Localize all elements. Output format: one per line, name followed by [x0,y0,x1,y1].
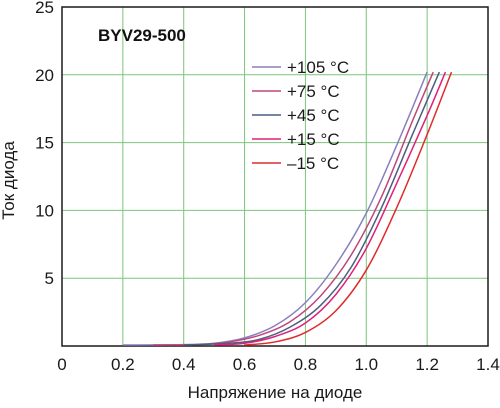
x-tick-label: 0.2 [111,355,135,374]
x-tick-label: 0 [57,355,66,374]
y-tick-label: 20 [35,66,54,85]
x-tick-label: 1.2 [415,355,439,374]
y-tick-label: 10 [35,201,54,220]
series-layer [122,71,453,346]
legend-label: +105 °C [287,58,349,77]
x-tick-labels: 0 0.2 0.4 0.6 0.8 1.0 1.2 1.4 [57,355,500,374]
y-tick-label: 25 [35,0,54,17]
series-line-3 [214,71,447,346]
x-tick-label: 0.6 [233,355,257,374]
legend: +105 °C +75 °C +45 °C +15 °C –15 °C [252,58,349,173]
y-axis-title: Ток диода [0,141,18,220]
x-axis-title: Напряжение на диоде [188,383,363,402]
y-tick-labels: 5 10 15 20 25 [35,0,54,288]
y-tick-label: 5 [45,269,54,288]
x-tick-label: 1.0 [354,355,378,374]
x-tick-label: 0.8 [294,355,318,374]
plot-frame [61,6,489,347]
series-line-4 [244,71,453,346]
series-line-2 [183,71,440,346]
chart-title: BYV29-500 [98,26,186,45]
x-tick-label: 1.4 [476,355,500,374]
legend-label: +45 °C [287,106,340,125]
x-tick-label: 0.4 [172,355,196,374]
legend-label: –15 °C [287,154,339,173]
grid [62,7,488,346]
y-tick-label: 15 [35,134,54,153]
legend-label: +15 °C [287,130,340,149]
legend-label: +75 °C [287,82,340,101]
